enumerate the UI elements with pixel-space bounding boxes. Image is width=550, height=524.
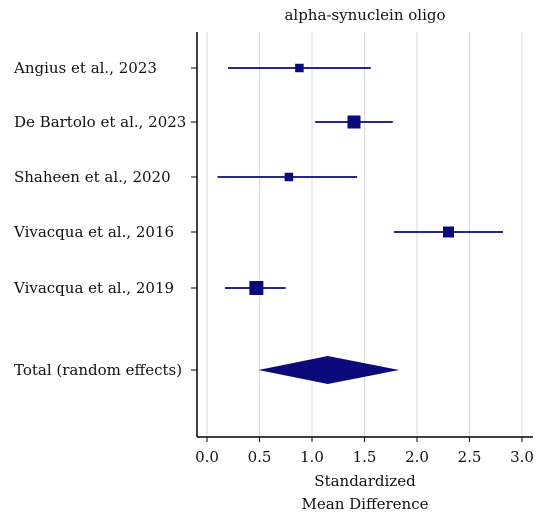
x-tick-label: 1.0 <box>300 448 324 466</box>
x-axis-label-line-2: Mean Difference <box>302 495 429 513</box>
effect-size-square <box>249 281 264 295</box>
study-label: Vivacqua et al., 2016 <box>13 223 174 241</box>
effect-size-square <box>284 172 294 182</box>
study-label: De Bartolo et al., 2023 <box>14 113 186 131</box>
effect-size-square <box>347 115 361 129</box>
x-tick-label: 0.0 <box>195 448 219 466</box>
study-labels: Angius et al., 2023 De Bartolo et al., 20… <box>13 59 186 379</box>
study-label: Angius et al., 2023 <box>13 59 157 77</box>
x-axis-label-line-1: Standardized <box>314 472 416 490</box>
effect-size-square <box>295 63 304 73</box>
effect-size-square <box>443 226 454 238</box>
study-label: Shaheen et al., 2020 <box>14 168 171 186</box>
x-tick-label: 1.5 <box>353 448 377 466</box>
x-tick-label: 2.5 <box>458 448 482 466</box>
total-label: Total (random effects) <box>14 361 182 379</box>
x-tick-label: 3.0 <box>510 448 534 466</box>
vertical-gridlines <box>206 32 523 437</box>
x-axis-ticks: 0.0 0.5 1.0 1.5 2.0 2.5 3.0 <box>195 437 534 466</box>
chart-marks <box>191 63 504 384</box>
total-effect-diamond <box>258 356 400 384</box>
chart-title: alpha-synuclein oligo <box>284 6 445 24</box>
study-label: Vivacqua et al., 2019 <box>13 279 174 297</box>
x-tick-label: 0.5 <box>248 448 272 466</box>
x-tick-label: 2.0 <box>405 448 429 466</box>
